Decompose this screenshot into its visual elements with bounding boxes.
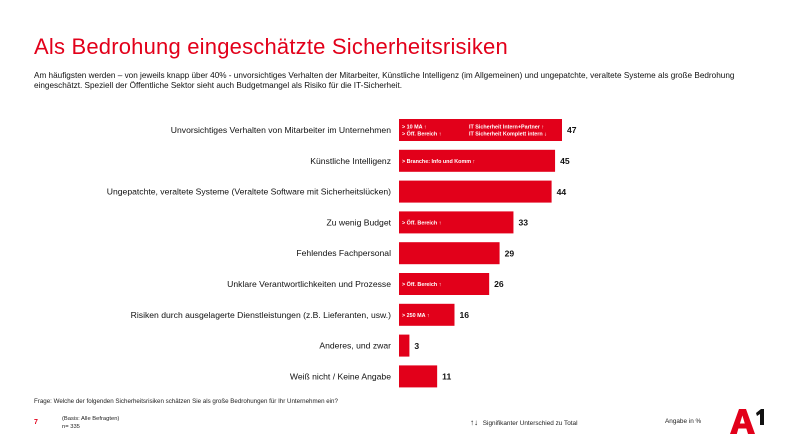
value-label: 33 [518,218,528,228]
value-label: 11 [442,372,451,382]
significance-legend-label: Signifikanter Unterschied zu Total [482,420,578,427]
category-label: Weiß nicht / Keine Angabe [290,371,391,381]
value-label: 26 [494,279,504,289]
value-label: 3 [414,341,419,351]
bar [399,211,514,234]
value-label: 44 [557,187,567,197]
page-title: Als Bedrohung eingeschätzte Sicherheitsr… [34,34,508,59]
value-label: 16 [459,310,469,320]
significance-note: > 10 MA ↑ [402,124,427,130]
bar [399,180,552,203]
value-label: 45 [560,156,570,166]
category-label: Zu wenig Budget [327,217,392,227]
bar-chart: Unvorsichtiges Verhalten von Mitarbeiter… [107,119,577,388]
value-label: 29 [505,248,515,258]
bar [399,242,500,265]
survey-question: Frage: Welche der folgenden Sicherheitsr… [34,398,338,405]
significance-note: IT Sicherheit Intern+Partner ↑ [469,124,544,130]
significance-legend: ↑↓ Signifikanter Unterschied zu Total [470,418,578,427]
significance-note: > Branche: Info und Komm ↑ [402,159,475,165]
significance-note: > Öff. Bereich ↑ [402,281,441,288]
bar [399,119,562,141]
significance-arrows-icon: ↑↓ [470,418,478,427]
category-label: Ungepatchte, veraltete Systeme (Veraltet… [107,187,391,197]
category-label: Unvorsichtiges Verhalten von Mitarbeiter… [171,125,391,135]
unit-note: Angabe in % [665,418,702,425]
category-label: Künstliche Intelligenz [310,156,391,166]
significance-note: > Öff. Bereich ↑ [402,130,441,137]
basis-label: (Basis: Alle Befragten) [62,416,120,422]
bar [399,273,490,295]
category-label: Anderes, und zwar [319,341,391,351]
page-number: 7 [34,419,38,426]
category-label: Risiken durch ausgelagerte Dienstleistun… [131,310,391,320]
a1-logo [730,409,764,434]
significance-note: > 250 MA ↑ [402,313,430,319]
sample-basis: (Basis: Alle Befragten) n= 335 [62,415,119,431]
significance-note: IT Sicherheit Komplett intern ↓ [469,131,547,137]
a1-logo-icon [730,409,764,434]
category-label: Fehlendes Fachpersonal [296,248,391,258]
category-label: Unklare Verantwortlichkeiten und Prozess… [227,279,391,289]
bar [399,334,410,357]
sample-size: n= 335 [62,424,80,430]
bar [399,149,556,172]
value-label: 47 [567,125,577,135]
significance-note: > Öff. Bereich ↑ [402,220,441,227]
bar [399,303,455,326]
bar [399,365,438,388]
page-subtitle: Am häufigsten werden – von jeweils knapp… [34,71,735,90]
